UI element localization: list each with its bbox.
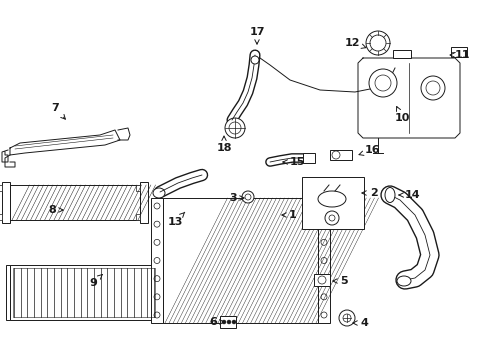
Circle shape bbox=[224, 118, 244, 138]
Bar bbox=[329, 150, 351, 160]
Text: 2: 2 bbox=[361, 188, 377, 198]
Circle shape bbox=[328, 215, 334, 221]
Bar bbox=[313, 274, 329, 286]
Ellipse shape bbox=[153, 188, 164, 198]
Text: 3: 3 bbox=[229, 193, 244, 203]
Circle shape bbox=[228, 122, 241, 134]
Circle shape bbox=[222, 320, 225, 324]
Bar bbox=[136, 214, 140, 220]
Ellipse shape bbox=[384, 188, 394, 202]
Circle shape bbox=[242, 191, 253, 203]
Text: 11: 11 bbox=[449, 50, 469, 60]
Circle shape bbox=[374, 75, 390, 91]
Ellipse shape bbox=[396, 276, 410, 286]
Text: 6: 6 bbox=[209, 317, 224, 327]
Bar bbox=[158, 265, 163, 320]
Text: 7: 7 bbox=[51, 103, 65, 119]
Bar bbox=[151, 198, 163, 323]
Text: 10: 10 bbox=[393, 107, 409, 123]
Bar bbox=[0, 214, 2, 220]
Text: 8: 8 bbox=[48, 205, 63, 215]
Bar bbox=[317, 198, 329, 323]
Circle shape bbox=[317, 276, 325, 284]
Bar bbox=[450, 47, 466, 57]
Bar bbox=[2, 182, 10, 223]
Circle shape bbox=[368, 69, 396, 97]
Text: 16: 16 bbox=[358, 145, 380, 156]
Circle shape bbox=[342, 314, 350, 322]
Circle shape bbox=[420, 76, 444, 100]
Bar bbox=[140, 182, 148, 223]
Polygon shape bbox=[10, 130, 120, 155]
Text: 4: 4 bbox=[352, 318, 367, 328]
Bar bbox=[392, 50, 410, 58]
Text: 13: 13 bbox=[167, 212, 184, 227]
Polygon shape bbox=[118, 128, 130, 140]
Polygon shape bbox=[5, 155, 15, 167]
Circle shape bbox=[369, 35, 385, 51]
Circle shape bbox=[226, 320, 230, 324]
Bar bbox=[10, 265, 158, 320]
Circle shape bbox=[331, 151, 339, 159]
Text: 18: 18 bbox=[216, 136, 231, 153]
Bar bbox=[10, 185, 140, 220]
Polygon shape bbox=[2, 150, 8, 162]
Bar bbox=[136, 185, 140, 191]
Text: 14: 14 bbox=[398, 190, 420, 200]
Bar bbox=[303, 153, 314, 163]
Bar bbox=[13, 268, 155, 317]
Circle shape bbox=[325, 211, 338, 225]
Circle shape bbox=[338, 310, 354, 326]
Circle shape bbox=[231, 320, 236, 324]
Bar bbox=[302, 177, 363, 229]
Circle shape bbox=[244, 194, 250, 200]
Bar bbox=[0, 185, 2, 191]
Circle shape bbox=[365, 31, 389, 55]
Text: 9: 9 bbox=[89, 275, 102, 288]
Text: 5: 5 bbox=[332, 276, 347, 286]
Bar bbox=[6, 265, 10, 320]
Text: 1: 1 bbox=[281, 210, 296, 220]
Bar bbox=[163, 198, 317, 323]
Bar bbox=[220, 316, 236, 328]
Text: 17: 17 bbox=[249, 27, 264, 44]
Text: 15: 15 bbox=[283, 157, 304, 167]
Text: 12: 12 bbox=[344, 38, 365, 48]
Circle shape bbox=[425, 81, 439, 95]
Polygon shape bbox=[357, 58, 459, 138]
Circle shape bbox=[250, 56, 259, 64]
